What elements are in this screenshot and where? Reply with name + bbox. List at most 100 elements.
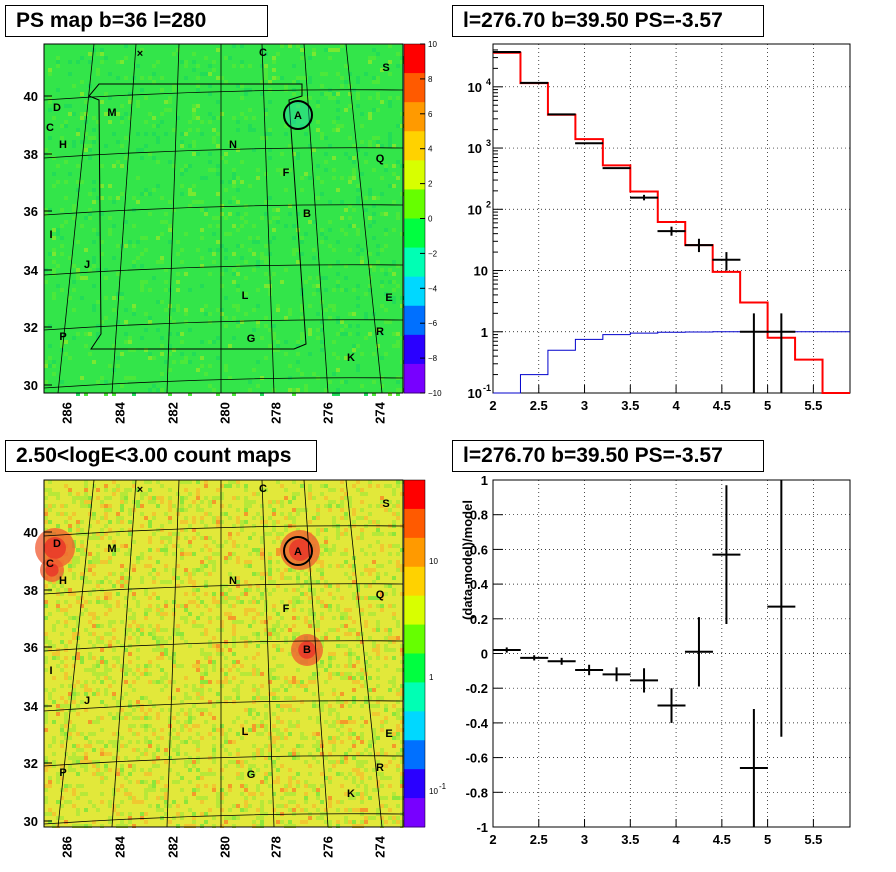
map-pixel xyxy=(316,808,320,812)
map-pixel xyxy=(168,580,172,584)
map-pixel xyxy=(264,728,268,732)
map-pixel xyxy=(84,504,88,508)
map-pixel xyxy=(112,756,116,760)
map-pixel xyxy=(256,168,260,172)
map-pixel xyxy=(256,552,260,556)
map-pixel xyxy=(268,632,272,636)
map-pixel xyxy=(184,308,188,312)
map-pixel xyxy=(388,760,392,764)
map-pixel xyxy=(352,580,356,584)
map-pixel xyxy=(368,512,372,516)
map-pixel xyxy=(248,388,252,392)
map-pixel xyxy=(204,820,208,824)
map-pixel xyxy=(320,492,324,496)
map-pixel xyxy=(188,808,192,812)
map-pixel xyxy=(212,744,216,748)
map-pixel xyxy=(92,668,96,672)
map-pixel xyxy=(344,232,348,236)
map-pixel xyxy=(268,680,272,684)
map-pixel xyxy=(372,76,376,80)
map-pixel xyxy=(264,524,268,528)
map-pixel xyxy=(396,344,400,348)
map-pixel xyxy=(252,596,256,600)
map-pixel xyxy=(88,512,92,516)
map-pixel xyxy=(220,768,224,772)
map-pixel xyxy=(184,508,188,512)
map-pixel xyxy=(268,564,272,568)
map-pixel xyxy=(340,380,344,384)
map-pixel xyxy=(144,492,148,496)
map-pixel xyxy=(92,556,96,560)
map-pixel xyxy=(296,804,300,808)
map-pixel xyxy=(56,620,60,624)
map-pixel xyxy=(336,280,340,284)
map-pixel xyxy=(192,140,196,144)
map-pixel xyxy=(100,740,104,744)
map-pixel xyxy=(232,196,236,200)
map-pixel xyxy=(372,136,376,140)
map-pixel xyxy=(384,168,388,172)
map-pixel xyxy=(348,664,352,668)
map-pixel xyxy=(124,320,128,324)
map-pixel xyxy=(256,304,260,308)
map-pixel xyxy=(108,96,112,100)
map-pixel xyxy=(308,520,312,524)
map-pixel xyxy=(344,632,348,636)
map-pixel xyxy=(332,628,336,632)
map-pixel xyxy=(100,824,104,828)
map-pixel xyxy=(296,156,300,160)
map-pixel xyxy=(332,372,336,376)
map-pixel xyxy=(332,500,336,504)
map-pixel xyxy=(260,548,264,552)
map-pixel xyxy=(168,500,172,504)
source-label-k: K xyxy=(347,788,355,800)
map-pixel xyxy=(332,736,336,740)
map-pixel xyxy=(296,596,300,600)
map-pixel xyxy=(120,576,124,580)
map-pixel xyxy=(328,608,332,612)
map-pixel xyxy=(180,508,184,512)
map-pixel xyxy=(212,140,216,144)
map-pixel xyxy=(364,596,368,600)
map-pixel xyxy=(164,812,168,816)
map-pixel xyxy=(200,508,204,512)
map-pixel xyxy=(160,776,164,780)
map-pixel xyxy=(280,44,284,48)
map-pixel xyxy=(180,728,184,732)
map-pixel xyxy=(60,740,64,744)
map-pixel xyxy=(236,520,240,524)
map-pixel xyxy=(224,152,228,156)
map-pixel xyxy=(60,236,64,240)
colorbar-segment xyxy=(404,537,425,568)
map-pixel xyxy=(104,316,108,320)
map-pixel xyxy=(336,284,340,288)
map-pixel xyxy=(328,672,332,676)
y-tick-label: 36 xyxy=(24,640,38,655)
map-pixel xyxy=(352,224,356,228)
map-pixel xyxy=(168,316,172,320)
map-pixel xyxy=(108,508,112,512)
map-pixel xyxy=(160,608,164,612)
map-pixel xyxy=(100,792,104,796)
map-pixel xyxy=(280,600,284,604)
map-pixel xyxy=(212,724,216,728)
map-pixel xyxy=(356,304,360,308)
map-pixel xyxy=(76,496,80,500)
map-pixel xyxy=(328,820,332,824)
map-pixel xyxy=(384,572,388,576)
map-pixel xyxy=(220,788,224,792)
map-pixel xyxy=(176,624,180,628)
map-pixel xyxy=(160,500,164,504)
map-pixel xyxy=(108,604,112,608)
map-pixel xyxy=(140,704,144,708)
map-pixel xyxy=(144,724,148,728)
map-pixel xyxy=(164,784,168,788)
map-pixel xyxy=(120,696,124,700)
map-pixel xyxy=(360,528,364,532)
map-pixel xyxy=(320,232,324,236)
map-pixel xyxy=(256,808,260,812)
map-pixel xyxy=(272,272,276,276)
map-pixel xyxy=(384,232,388,236)
map-pixel xyxy=(236,84,240,88)
map-pixel xyxy=(324,236,328,240)
